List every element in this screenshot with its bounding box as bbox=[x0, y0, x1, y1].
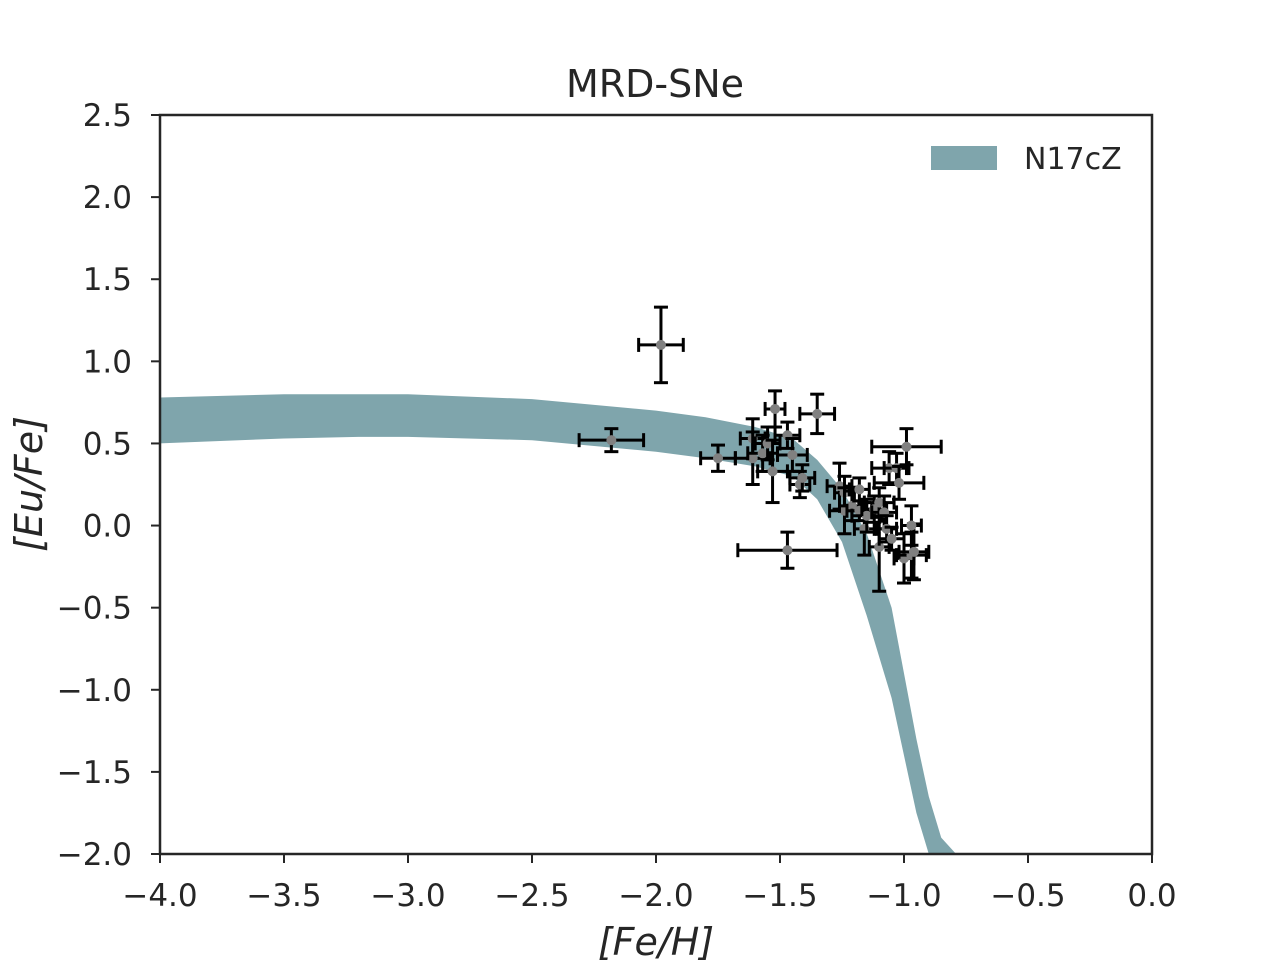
point-marker bbox=[886, 533, 897, 544]
data-point bbox=[850, 497, 884, 534]
band-layer bbox=[160, 394, 957, 854]
data-point bbox=[870, 427, 943, 467]
data-point bbox=[900, 504, 923, 547]
point-marker bbox=[787, 449, 798, 460]
x-tick-label: −3.5 bbox=[246, 878, 321, 914]
data-point bbox=[637, 305, 685, 385]
point-marker bbox=[770, 403, 781, 414]
point-marker bbox=[874, 541, 885, 552]
point-marker bbox=[713, 453, 723, 464]
x-tick-label: 0.0 bbox=[1127, 878, 1176, 914]
legend: N17cZ bbox=[931, 142, 1122, 177]
y-tick-label: −2.0 bbox=[57, 837, 132, 873]
point-marker bbox=[908, 546, 919, 557]
data-point bbox=[577, 427, 646, 454]
chart-title: MRD-SNe bbox=[566, 62, 744, 106]
y-tick-label: 2.5 bbox=[83, 98, 132, 134]
x-tick-label: −1.0 bbox=[866, 878, 941, 914]
point-marker bbox=[861, 510, 872, 521]
data-point bbox=[897, 522, 931, 582]
point-marker bbox=[767, 466, 778, 477]
y-axis: −2.0 −1.5 −1.0 −0.5 0.0 0.5 1.0 1.5 2.0 2.5 bbox=[57, 98, 160, 873]
x-tick-label: −2.0 bbox=[618, 878, 693, 914]
data-point bbox=[763, 389, 787, 429]
point-marker bbox=[655, 339, 666, 350]
point-marker bbox=[606, 435, 617, 446]
band-n17cz bbox=[160, 394, 957, 854]
y-axis-label: [Eu/Fe] bbox=[7, 416, 51, 552]
point-marker bbox=[874, 497, 885, 508]
y-tick-label: −1.0 bbox=[57, 673, 132, 709]
point-marker bbox=[812, 408, 823, 419]
point-marker bbox=[894, 477, 905, 488]
point-marker bbox=[797, 472, 808, 483]
point-marker bbox=[757, 448, 768, 459]
y-tick-label: 1.5 bbox=[83, 262, 132, 298]
y-tick-label: 1.0 bbox=[83, 344, 132, 380]
y-tick-label: 0.0 bbox=[83, 509, 132, 545]
data-point bbox=[798, 392, 837, 436]
legend-label-n17cz: N17cZ bbox=[1024, 142, 1122, 177]
point-marker bbox=[747, 453, 758, 464]
data-point bbox=[733, 430, 772, 486]
plot-frame bbox=[158, 113, 1154, 856]
y-tick-label: −1.5 bbox=[57, 755, 132, 791]
x-axis-label: [Fe/H] bbox=[598, 920, 714, 960]
data-point bbox=[776, 437, 809, 473]
data-points bbox=[577, 305, 943, 593]
x-tick-label: −2.5 bbox=[494, 878, 569, 914]
x-tick-label: −3.0 bbox=[370, 878, 445, 914]
x-axis: −4.0 −3.5 −3.0 −2.5 −2.0 −1.5 −1.0 −0.5 0.0 bbox=[122, 854, 1177, 914]
x-tick-label: −4.0 bbox=[122, 878, 197, 914]
legend-swatch-n17cz bbox=[931, 146, 997, 170]
data-point bbox=[736, 530, 839, 570]
point-marker bbox=[854, 484, 865, 495]
point-marker bbox=[782, 545, 793, 556]
y-tick-label: 0.5 bbox=[83, 426, 132, 462]
x-tick-label: −1.5 bbox=[742, 878, 817, 914]
x-tick-label: −0.5 bbox=[990, 878, 1065, 914]
point-marker bbox=[906, 520, 917, 531]
data-point bbox=[872, 464, 926, 501]
y-tick-label: −0.5 bbox=[57, 591, 132, 627]
y-tick-label: 2.0 bbox=[83, 180, 132, 216]
point-marker bbox=[846, 500, 857, 511]
data-point bbox=[788, 463, 817, 493]
point-marker bbox=[901, 441, 912, 452]
